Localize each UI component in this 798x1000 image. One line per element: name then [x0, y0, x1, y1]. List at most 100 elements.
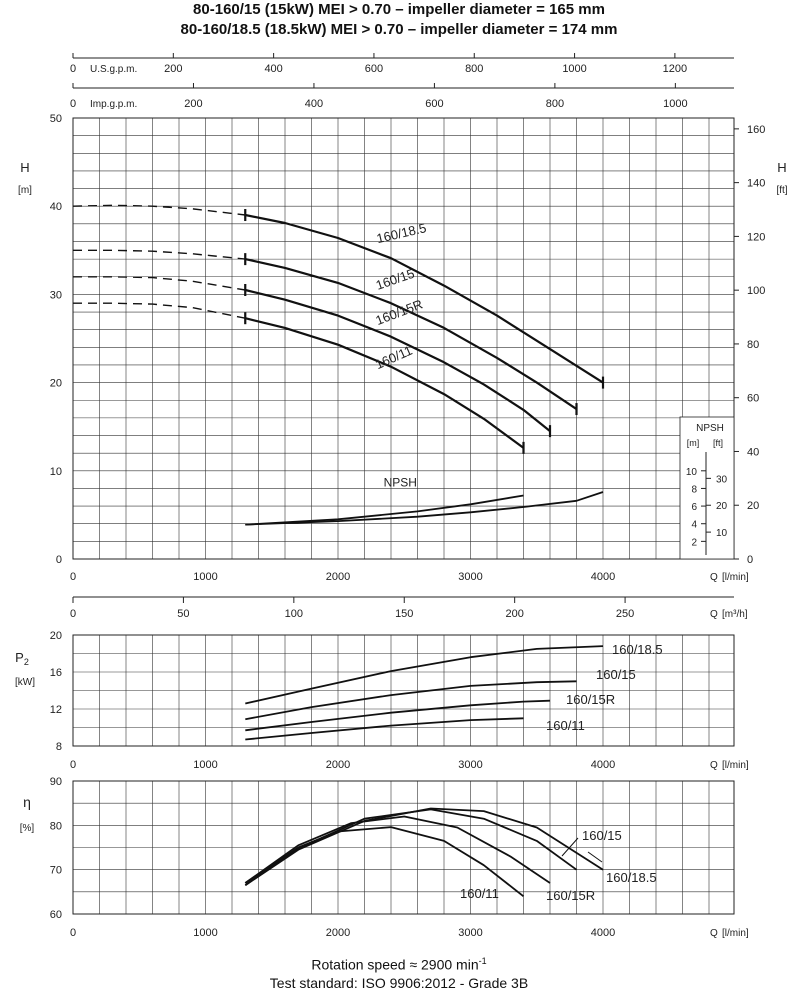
head-curve — [245, 288, 551, 432]
npsh-inset-title: NPSH — [696, 423, 724, 434]
head-series-label: 160/15R — [373, 296, 424, 328]
imp-gpm-tick-label: 400 — [305, 98, 323, 110]
head-ft-tick-label: 100 — [747, 285, 765, 297]
efficiency-series-label: 160/15R — [546, 888, 595, 903]
npsh-inset-unit-ft: [ft] — [713, 438, 723, 448]
head-axis-unit-right: [ft] — [776, 185, 787, 196]
power-flow-tick-label: 0 — [70, 759, 76, 771]
us-gpm-tick-label: 1200 — [663, 63, 687, 75]
head-ft-tick-label: 60 — [747, 393, 759, 405]
rotation-speed-text: Rotation speed ≈ 2900 min — [311, 956, 479, 973]
power-series-label: 160/15 — [596, 667, 636, 682]
power-series-label: 160/18.5 — [612, 642, 663, 657]
plot-frame — [72, 780, 735, 915]
head-curve-dashed — [73, 249, 246, 260]
npsh-inset-ft-label: 10 — [716, 528, 728, 539]
imp-gpm-tick-label: 800 — [546, 98, 564, 110]
us-gpm-tick-label: 600 — [365, 63, 383, 75]
power-curve — [245, 680, 577, 721]
efficiency-tick-label: 80 — [50, 820, 62, 832]
flow-axis-label: Q — [710, 572, 718, 583]
head-curve — [245, 213, 604, 384]
head-m-tick-label: 0 — [56, 554, 62, 566]
us-gpm-tick-label: 800 — [465, 63, 483, 75]
power-series-label: 160/15R — [566, 692, 615, 707]
npsh-label: NPSH — [384, 476, 417, 490]
power-flow-tick-label: 2000 — [326, 759, 350, 771]
power-tick-label: 16 — [50, 667, 62, 679]
npsh-inset-m-label: 4 — [691, 520, 697, 531]
head-ft-tick-label: 0 — [747, 554, 753, 566]
flow-lmin-tick-label: 1000 — [193, 571, 217, 583]
power-axis-subscript: 2 — [24, 657, 29, 667]
head-ft-tick-label: 40 — [747, 446, 759, 458]
npsh-inset-unit-m: [m] — [687, 438, 700, 448]
power-flow-tick-label: 1000 — [193, 759, 217, 771]
efficiency-axis-label: η — [23, 794, 31, 810]
flow-m3h-tick-label: 150 — [395, 608, 413, 620]
head-ft-tick-label: 80 — [747, 339, 759, 351]
efficiency-tick-label: 90 — [50, 776, 62, 788]
power-curve — [245, 699, 551, 732]
plot-frame — [72, 634, 735, 747]
efficiency-series-label: 160/11 — [460, 886, 499, 901]
npsh-inset-m-label: 2 — [691, 537, 697, 548]
efficiency-flow-tick-label: 2000 — [326, 927, 350, 939]
npsh-curve — [245, 491, 604, 526]
rotation-speed-note: Rotation speed ≈ 2900 min-1 — [0, 956, 798, 973]
efficiency-tick-label: 70 — [50, 865, 62, 877]
power-curve — [245, 717, 524, 741]
imp-gpm-tick-label: 1000 — [663, 98, 687, 110]
grid-lines — [72, 780, 734, 915]
flow-lmin-tick-label: 4000 — [591, 571, 615, 583]
us-gpm-tick-label: 400 — [264, 63, 282, 75]
flow-m3h-tick-label: 50 — [177, 608, 189, 620]
npsh-inset-m-label: 6 — [691, 502, 697, 513]
efficiency-label-leader — [561, 837, 579, 857]
efficiency-flow-axis-label: Q — [710, 928, 718, 939]
efficiency-curve — [244, 815, 551, 884]
imp-gpm-tick-label: 0 — [70, 98, 76, 110]
flow-m3h-tick-label: 250 — [616, 608, 634, 620]
head-curve — [245, 258, 578, 411]
head-curve — [245, 317, 525, 449]
head-curve-dashed — [72, 204, 246, 216]
us-gpm-axis-label: U.S.g.p.m. — [90, 64, 137, 75]
efficiency-tick-label: 60 — [50, 909, 62, 921]
npsh-inset-ft-label: 30 — [716, 474, 728, 485]
flow-lmin-tick-label: 3000 — [458, 571, 482, 583]
grid-lines — [72, 117, 734, 560]
power-flow-tick-label: 4000 — [591, 759, 615, 771]
power-flow-tick-label: 3000 — [458, 759, 482, 771]
head-ft-tick-label: 140 — [747, 178, 765, 190]
power-series-label: 160/11 — [546, 718, 585, 733]
efficiency-curve — [244, 826, 525, 898]
power-curve — [245, 645, 604, 705]
chart-title-line2: 80-160/18.5 (18.5kW) MEI > 0.70 – impell… — [180, 21, 618, 38]
us-gpm-tick-label: 200 — [164, 63, 182, 75]
npsh-inset — [679, 416, 735, 560]
power-tick-label: 12 — [50, 704, 62, 716]
flow-m3h-tick-label: 100 — [285, 608, 303, 620]
efficiency-curve — [244, 807, 604, 886]
head-ft-tick-label: 20 — [747, 500, 759, 512]
efficiency-flow-tick-label: 1000 — [193, 927, 217, 939]
rotation-speed-exponent: -1 — [478, 956, 487, 966]
efficiency-axis-unit: [%] — [20, 823, 35, 834]
efficiency-series-label: 160/15 — [582, 828, 622, 843]
power-axis-label: P2 — [15, 650, 29, 667]
power-tick-label: 20 — [50, 630, 62, 642]
efficiency-label-leader — [587, 851, 603, 863]
imp-gpm-axis-label: Imp.g.p.m. — [90, 99, 137, 110]
head-m-tick-label: 40 — [50, 201, 62, 213]
flow-axis-unit: [l/min] — [722, 572, 749, 583]
npsh-inset-ft-label: 20 — [716, 501, 728, 512]
imp-gpm-tick-label: 200 — [184, 98, 202, 110]
efficiency-flow-tick-label: 4000 — [591, 927, 615, 939]
flow-lmin-tick-label: 0 — [70, 571, 76, 583]
efficiency-series-label: 160/18.5 — [606, 870, 657, 885]
chart-title-line1: 80-160/15 (15kW) MEI > 0.70 – impeller d… — [193, 1, 605, 18]
power-tick-label: 8 — [56, 741, 62, 753]
head-curve-dashed — [73, 276, 246, 291]
